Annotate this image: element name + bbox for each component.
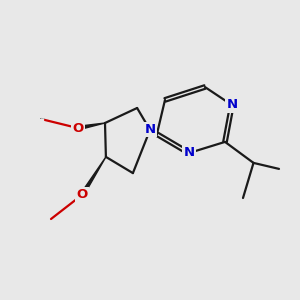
Text: N: N bbox=[183, 146, 195, 160]
Text: methoxy: methoxy bbox=[40, 118, 46, 119]
Text: N: N bbox=[144, 123, 156, 136]
Text: O: O bbox=[72, 122, 84, 135]
Polygon shape bbox=[80, 157, 106, 196]
Text: O: O bbox=[76, 188, 88, 202]
Text: N: N bbox=[226, 98, 238, 112]
Polygon shape bbox=[78, 123, 105, 130]
